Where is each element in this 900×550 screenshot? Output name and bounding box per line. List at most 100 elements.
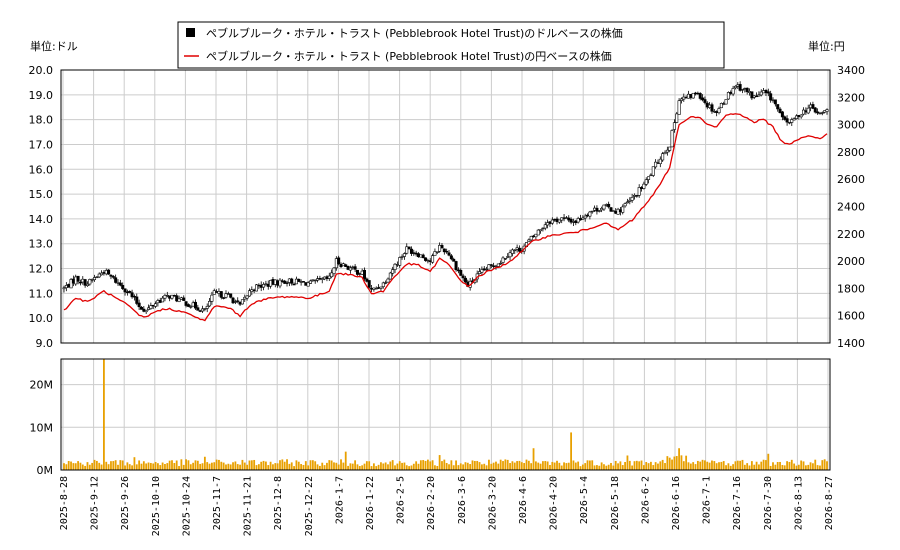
candle-body xyxy=(276,280,280,286)
volume-bar xyxy=(380,462,382,470)
candle-body xyxy=(203,308,207,310)
candle-body xyxy=(686,93,690,99)
volume-bar xyxy=(213,462,216,470)
left-tick-label: 20.0 xyxy=(29,64,54,77)
candle-body xyxy=(769,93,773,101)
volume-bar xyxy=(638,461,641,470)
volume-bar xyxy=(255,465,258,470)
volume-bar xyxy=(229,464,232,470)
left-tick-label: 10.0 xyxy=(29,312,54,325)
candle-body xyxy=(630,197,634,201)
volume-bar xyxy=(281,459,284,470)
volume-bar xyxy=(518,460,521,470)
volume-bar xyxy=(100,464,103,470)
volume-bar xyxy=(631,465,634,470)
volume-bar xyxy=(523,463,526,470)
volume-bar xyxy=(88,464,91,470)
candle-body xyxy=(318,278,322,280)
candle-body xyxy=(71,278,75,284)
legend: ペブルブルーク・ホテル・トラスト (Pebblebrook Hotel Trus… xyxy=(177,21,725,69)
candle-body xyxy=(208,301,212,307)
volume-bar xyxy=(288,463,291,470)
candle-body xyxy=(285,282,289,284)
candle-body xyxy=(280,280,284,282)
candle-body xyxy=(417,253,421,258)
volume-bar xyxy=(91,462,94,470)
volume-bar xyxy=(74,463,77,470)
volume-bar xyxy=(652,465,655,470)
candle-body xyxy=(607,203,611,208)
volume-bar xyxy=(269,461,272,470)
volume-bar xyxy=(377,464,380,470)
right-tick-label: 2000 xyxy=(837,255,865,268)
candle-body xyxy=(421,254,425,259)
volume-bar xyxy=(232,462,234,470)
candle-body xyxy=(487,264,491,270)
candle-body xyxy=(729,92,733,94)
volume-bar xyxy=(81,464,84,470)
candle-body xyxy=(708,104,712,108)
candle-body xyxy=(773,99,777,105)
volume-bar xyxy=(107,464,110,470)
candle-body xyxy=(586,214,590,217)
candle-body xyxy=(186,304,190,307)
candle-body xyxy=(766,91,770,94)
x-axis-ticks: 2025-8-28 2025-9-12 2025-9-26 2025-10-10 202… xyxy=(59,476,835,536)
volume-bar xyxy=(250,460,253,470)
candle-body xyxy=(147,307,151,310)
volume-bar xyxy=(152,463,155,470)
candle-body xyxy=(81,278,85,283)
volume-bar xyxy=(394,465,396,470)
candle-body xyxy=(346,265,350,270)
volume-bar xyxy=(823,459,826,470)
candle-body xyxy=(609,207,613,212)
volume-bar xyxy=(199,463,202,470)
volume-bar xyxy=(821,460,824,470)
volume-bar xyxy=(351,463,354,470)
x-tick-label: 2026-2-20 xyxy=(426,476,437,530)
candle-body xyxy=(271,279,275,285)
volume-bar xyxy=(765,460,767,470)
volume-bar xyxy=(391,460,394,470)
volume-bar xyxy=(412,463,415,470)
volume-bar xyxy=(290,462,293,470)
candle-body xyxy=(179,297,183,300)
volume-bar xyxy=(577,461,580,470)
candle-body xyxy=(109,274,113,277)
candle-body xyxy=(348,267,352,271)
candle-body xyxy=(144,310,148,313)
volume-bar xyxy=(124,465,126,470)
candle-body xyxy=(229,293,233,298)
volume-bar xyxy=(497,463,500,470)
volume-bar xyxy=(499,459,502,470)
volume-bar xyxy=(396,463,399,470)
candle-body xyxy=(123,288,127,293)
volume-bar xyxy=(551,461,554,470)
candle-body xyxy=(588,211,592,217)
volume-bar xyxy=(694,464,697,470)
volume-bar xyxy=(553,462,556,470)
volume-bar xyxy=(241,459,244,470)
candle-body xyxy=(290,278,294,284)
candle-body xyxy=(191,302,195,307)
candle-body xyxy=(557,219,561,223)
candle-body xyxy=(527,239,531,242)
candle-body xyxy=(240,299,244,305)
left-unit-label: 単位:ドル xyxy=(30,39,78,53)
candle-body xyxy=(398,257,402,266)
right-unit-label: 単位:円 xyxy=(808,39,845,53)
candle-body xyxy=(154,303,158,307)
volume-bar xyxy=(293,466,295,470)
volume-bar xyxy=(361,465,364,470)
volume-bar xyxy=(483,463,486,470)
candle-body xyxy=(748,91,752,93)
volume-bar xyxy=(743,464,746,470)
candle-body xyxy=(621,206,625,213)
volume-bar xyxy=(692,462,695,470)
candle-body xyxy=(456,269,460,272)
volume-bar xyxy=(93,459,96,470)
volume-bar xyxy=(424,460,427,470)
volume-bar xyxy=(612,465,615,470)
volume-bar xyxy=(502,461,504,470)
